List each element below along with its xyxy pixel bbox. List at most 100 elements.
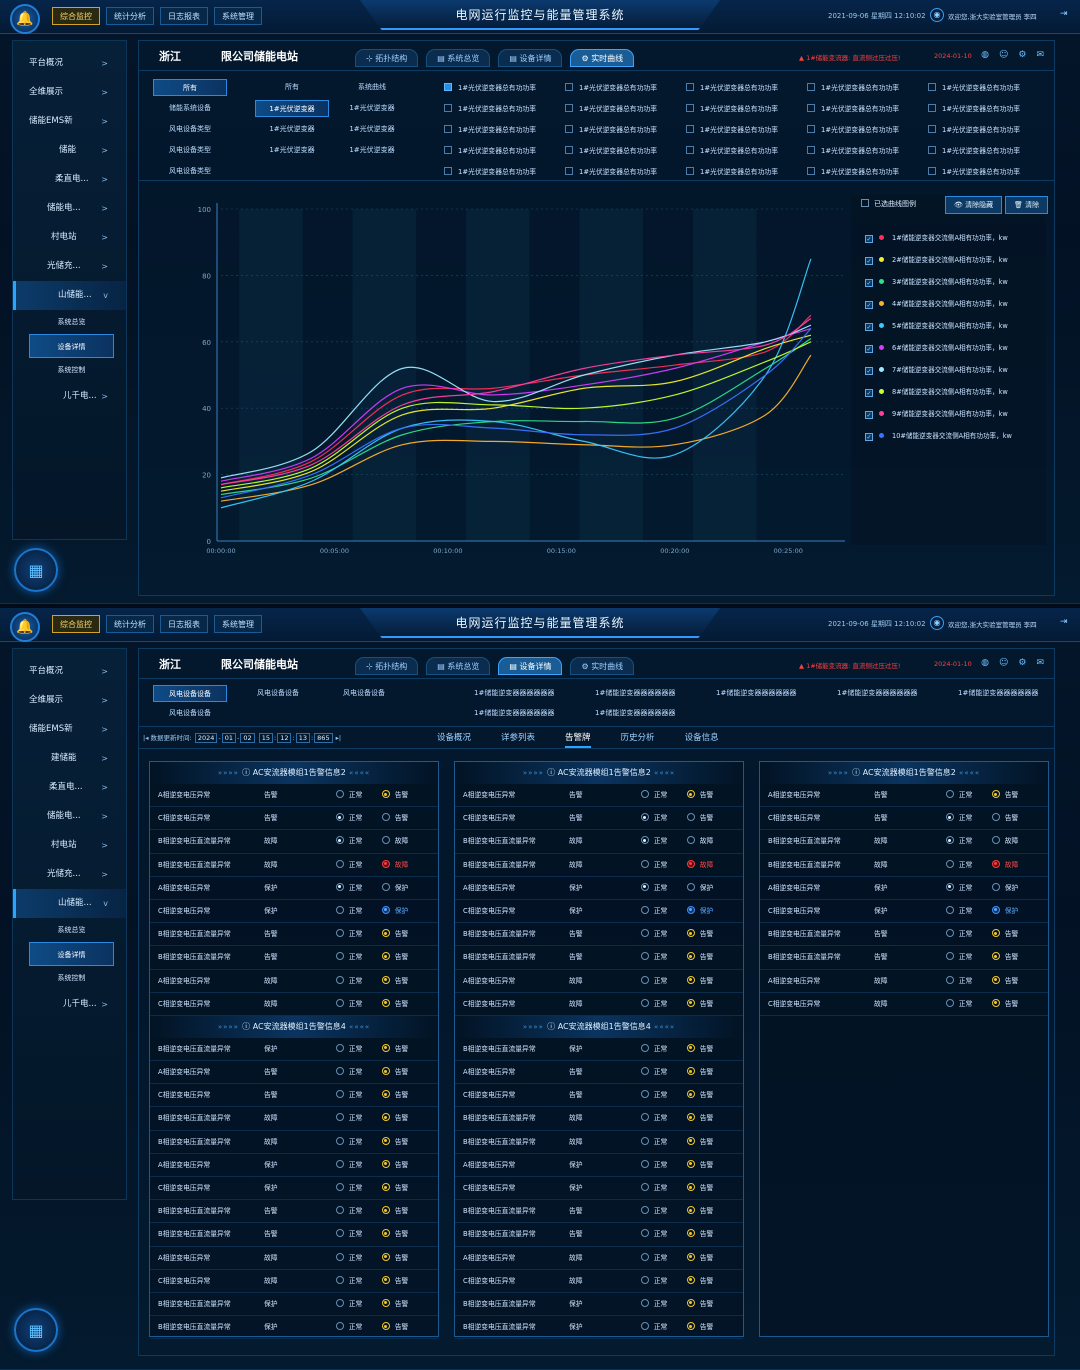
option-alarm[interactable]: 保护 <box>982 900 1028 922</box>
radio-icon[interactable] <box>945 952 954 961</box>
device-item[interactable]: 1#储能逆变器器器器器器 <box>595 709 676 717</box>
radio-icon[interactable] <box>640 1067 649 1076</box>
option-normal[interactable]: 正常 <box>631 877 677 899</box>
radio-icon[interactable] <box>381 998 390 1007</box>
option-normal[interactable]: 正常 <box>631 1293 677 1315</box>
filter-option[interactable]: 系统曲线 <box>358 83 386 91</box>
filter-option[interactable]: 储能系统设备 <box>169 104 211 112</box>
tab-overview[interactable]: ▤ 系统总览 <box>426 49 491 67</box>
radio-icon[interactable] <box>991 790 1000 798</box>
sidebar-sub-control[interactable]: 系统控制 <box>57 366 86 374</box>
radio-icon[interactable] <box>686 1113 695 1122</box>
radio-icon[interactable] <box>686 952 695 961</box>
sidebar-item-ems[interactable]: 储能EMS新 > <box>13 107 126 136</box>
legend-item[interactable]: ✓ 5#储能逆变器交流侧A相有功功率，kw <box>851 315 1046 337</box>
option-alarm[interactable]: 告警 <box>677 1270 723 1292</box>
legend-item[interactable]: ✓ 9#储能逆变器交流侧A相有功功率，kw <box>851 403 1046 425</box>
radio-icon[interactable] <box>945 836 954 845</box>
device-item[interactable]: 1#储能逆变器器器器器器 <box>474 689 555 697</box>
logout-icon[interactable]: ⇥ <box>1060 9 1068 19</box>
nav-system[interactable]: 系统管理 <box>214 7 262 25</box>
user-avatar-icon[interactable]: ◉ <box>930 616 944 630</box>
radio-icon[interactable] <box>991 882 1000 891</box>
radio-icon[interactable] <box>335 905 344 914</box>
radio-icon[interactable] <box>381 1252 390 1261</box>
radio-icon[interactable] <box>686 813 695 822</box>
radio-icon[interactable] <box>335 836 344 845</box>
tab-overview[interactable]: ▤ 系统总览 <box>426 657 491 675</box>
radio-icon[interactable] <box>686 1298 695 1307</box>
measure-checkbox[interactable]: 1#光伏逆变器总有功功率 <box>807 80 928 97</box>
radio-icon[interactable] <box>640 998 649 1007</box>
sidebar-item-pv[interactable]: 光储充... > <box>13 252 126 281</box>
option-alarm[interactable]: 告警 <box>677 1038 723 1060</box>
option-alarm[interactable]: 告警 <box>372 1107 418 1129</box>
option-normal[interactable]: 正常 <box>631 807 677 829</box>
option-normal[interactable]: 正常 <box>326 1270 372 1292</box>
option-alarm[interactable]: 告警 <box>677 1154 723 1176</box>
option-normal[interactable]: 正常 <box>631 1154 677 1176</box>
sidebar-item-mountain[interactable]: 山储能... v <box>13 889 126 918</box>
radio-icon[interactable] <box>640 1206 649 1215</box>
option-normal[interactable]: 正常 <box>631 1247 677 1269</box>
measure-checkbox[interactable]: 1#光伏逆变器总有功功率 <box>807 143 928 160</box>
option-normal[interactable]: 正常 <box>631 946 677 968</box>
radio-icon[interactable] <box>381 790 390 798</box>
user-name[interactable]: 欢迎您,浙大实验室管理员 李四 <box>948 621 1037 629</box>
measure-checkbox[interactable]: 1#光伏逆变器总有功功率 <box>444 80 565 97</box>
radio-icon[interactable] <box>640 975 649 984</box>
sidebar-item-pv[interactable]: 光储充... > <box>13 860 126 889</box>
alarm-message[interactable]: ▲ 1#储能变流器: 直流侧过压过压! <box>799 662 901 670</box>
radio-icon[interactable] <box>640 1322 649 1331</box>
radio-icon[interactable] <box>686 1275 695 1284</box>
option-alarm[interactable]: 告警 <box>677 1223 723 1245</box>
sidebar-item-last[interactable]: 儿千电... > <box>13 382 126 411</box>
radio-icon[interactable] <box>335 813 344 822</box>
radio-icon[interactable] <box>640 1298 649 1307</box>
radio-icon[interactable] <box>640 1159 649 1168</box>
sidebar-item-3d[interactable]: 全维展示 > <box>13 686 126 715</box>
radio-icon[interactable] <box>381 1043 390 1052</box>
option-normal[interactable]: 正常 <box>936 900 982 922</box>
radio-icon[interactable] <box>335 790 344 798</box>
measure-checkbox[interactable]: 1#光伏逆变器总有功功率 <box>444 101 565 118</box>
radio-icon[interactable] <box>381 1067 390 1076</box>
logo-bell-icon[interactable]: 🔔 <box>10 4 40 34</box>
option-normal[interactable]: 正常 <box>631 1084 677 1106</box>
option-alarm[interactable]: 告警 <box>677 1177 723 1199</box>
radio-icon[interactable] <box>991 998 1000 1007</box>
time-min[interactable]: 12 <box>277 733 292 743</box>
radio-icon[interactable] <box>686 1067 695 1076</box>
user-icon[interactable]: ☺ <box>998 658 1009 668</box>
legend-item[interactable]: ✓ 3#储能逆变器交流侧A相有功功率，kw <box>851 271 1046 293</box>
device-item[interactable]: 1#储能逆变器器器器器器 <box>474 709 555 717</box>
option-alarm[interactable]: 告警 <box>677 970 723 992</box>
radio-icon[interactable] <box>335 1206 344 1215</box>
filter-option[interactable]: 风电设备设备 <box>169 709 211 717</box>
measure-checkbox[interactable]: 1#光伏逆变器总有功功率 <box>444 122 565 139</box>
time-year[interactable]: 2024 <box>194 733 218 743</box>
option-alarm[interactable]: 告警 <box>677 946 723 968</box>
option-normal[interactable]: 正常 <box>936 807 982 829</box>
filter-option[interactable]: 风电设备设备 <box>153 685 227 702</box>
radio-icon[interactable] <box>335 1113 344 1122</box>
radio-icon[interactable] <box>945 998 954 1007</box>
radio-icon[interactable] <box>381 1113 390 1122</box>
radio-icon[interactable] <box>991 975 1000 984</box>
legend-item[interactable]: ✓ 7#储能逆变器交流侧A相有功功率，kw <box>851 359 1046 381</box>
legend-checkbox-all[interactable]: 已选曲线图例 <box>861 199 916 209</box>
radio-icon[interactable] <box>991 836 1000 845</box>
option-alarm[interactable]: 故障 <box>982 830 1028 852</box>
subtab-alarm[interactable]: 告警牌 <box>565 730 591 748</box>
option-alarm[interactable]: 告警 <box>982 993 1028 1015</box>
legend-item[interactable]: ✓ 1#储能逆变器交流侧A相有功功率，kw <box>851 227 1046 249</box>
radio-icon[interactable] <box>991 952 1000 961</box>
device-item[interactable]: 1#储能逆变器器器器器器 <box>958 689 1039 697</box>
radio-icon[interactable] <box>686 1159 695 1168</box>
option-normal[interactable]: 正常 <box>631 1316 677 1338</box>
device-item[interactable]: 1#储能逆变器器器器器器 <box>716 689 797 697</box>
option-alarm[interactable]: 告警 <box>677 1316 723 1338</box>
option-alarm[interactable]: 告警 <box>372 784 418 806</box>
option-normal[interactable]: 正常 <box>936 970 982 992</box>
apps-grid-icon[interactable]: ▦ <box>14 548 58 592</box>
